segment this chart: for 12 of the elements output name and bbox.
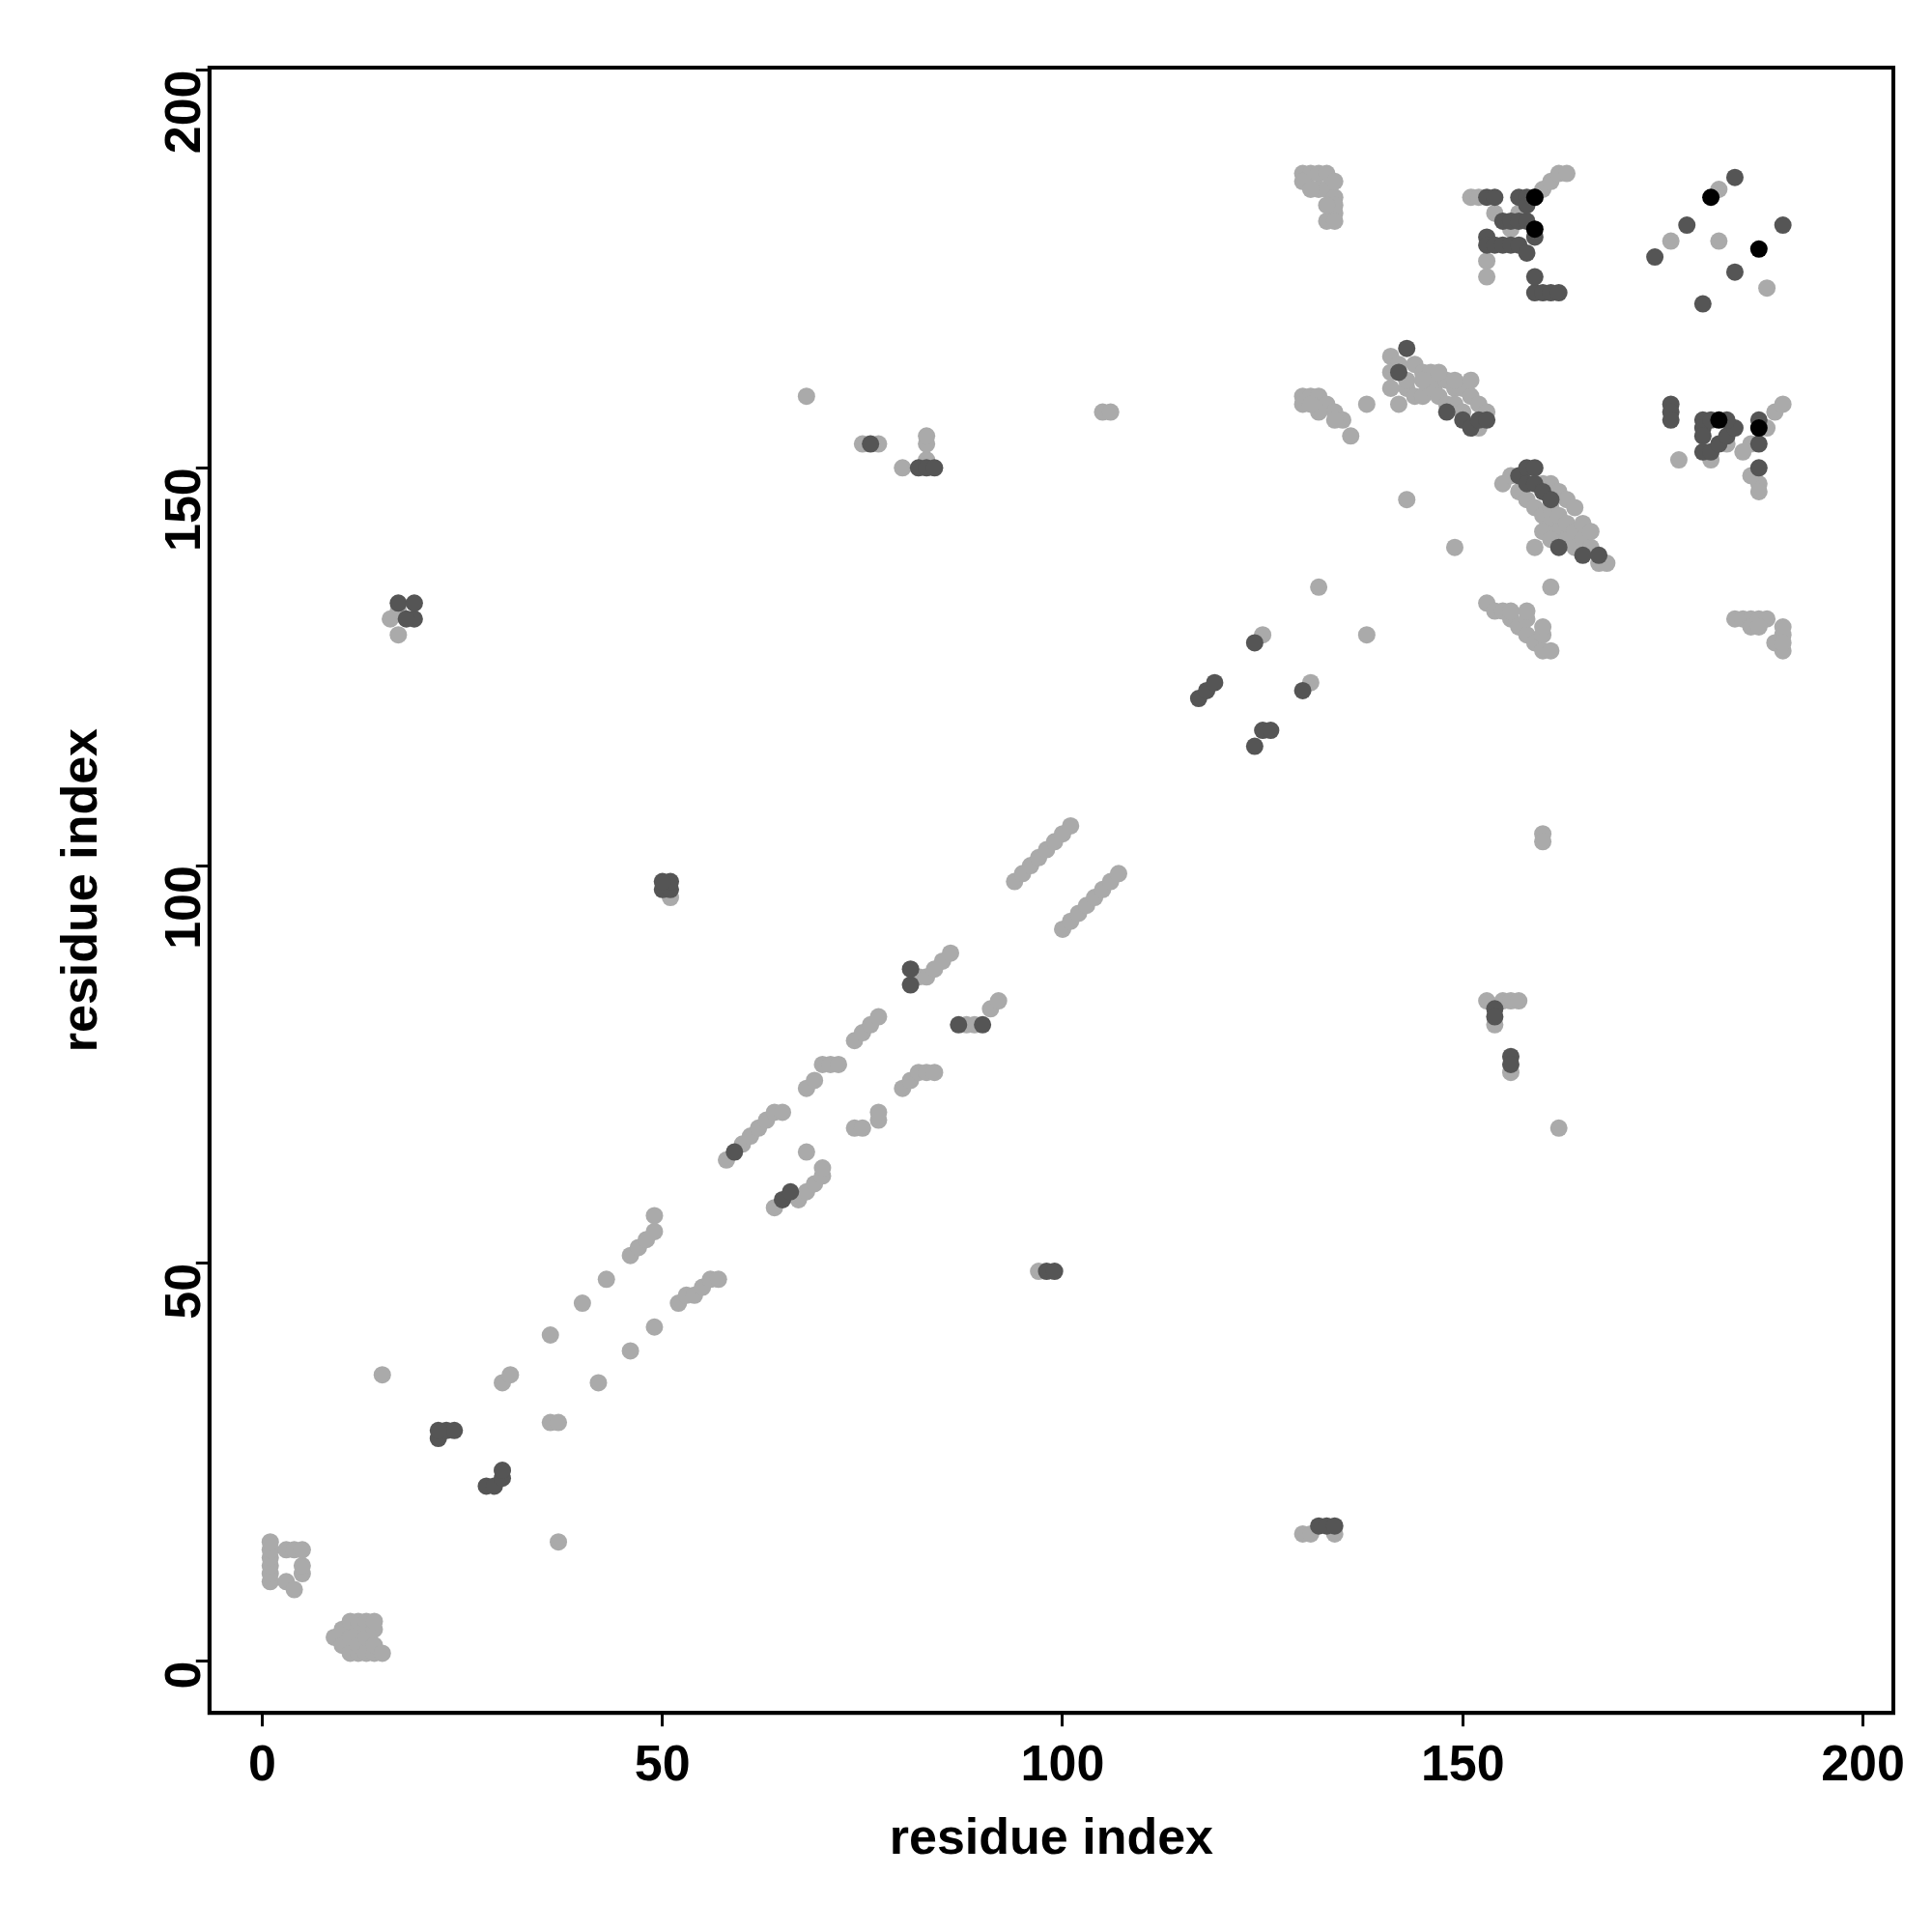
- x-axis-title: residue index: [889, 1808, 1214, 1865]
- x-tick-label: 150: [1420, 1734, 1505, 1791]
- x-tick-label: 200: [1821, 1734, 1905, 1791]
- x-tick-label: 0: [248, 1734, 276, 1791]
- y-tick-label: 200: [155, 70, 212, 155]
- y-tick-label: 100: [155, 866, 212, 950]
- x-tick-label: 50: [634, 1734, 691, 1791]
- y-tick-label: 50: [155, 1263, 212, 1320]
- x-tick-label: 100: [1020, 1734, 1105, 1791]
- y-tick-label: 0: [155, 1661, 212, 1690]
- y-axis-title: residue index: [50, 727, 107, 1053]
- y-tick-label: 150: [155, 468, 212, 553]
